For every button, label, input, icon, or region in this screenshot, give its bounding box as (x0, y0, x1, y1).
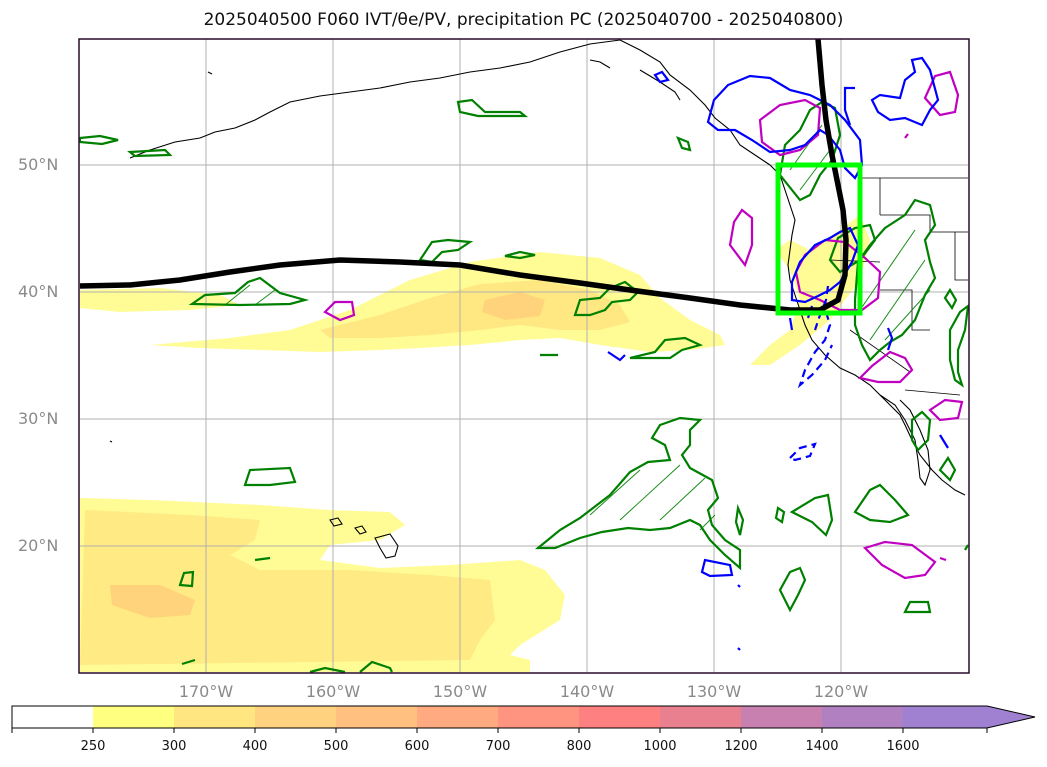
lat-label-20n: 20°N (18, 536, 59, 555)
graticule (80, 39, 968, 672)
colorbar-tick: 300 (161, 739, 187, 754)
lat-label-40n: 40°N (18, 282, 59, 301)
colorbar-tick: 400 (242, 739, 268, 754)
ivt-fill-south-inner (80, 510, 495, 665)
lon-label-150w: 150°W (432, 682, 488, 701)
ivt-fill-west (80, 288, 240, 312)
precip-positive-contours (78, 98, 970, 674)
colorbar-tick: 1000 (643, 739, 677, 754)
map-title: 2025040500 F060 IVT/θe/PV, precipitation… (203, 10, 844, 30)
lon-label-120w: 120°W (813, 682, 869, 701)
colorbar-tick: 700 (485, 739, 511, 754)
colorbar-tick: 500 (323, 739, 349, 754)
ivt-fill-central-core (482, 292, 545, 320)
lon-label-140w: 140°W (559, 682, 615, 701)
ivt-shading (80, 215, 870, 672)
colorbar-tick: 1600 (886, 739, 920, 754)
region-box (775, 162, 863, 316)
colorbar-tick: 250 (80, 739, 106, 754)
colorbar-tick: 1200 (724, 739, 758, 754)
colorbar (11, 705, 1036, 733)
lon-label-170w: 170°W (178, 682, 234, 701)
ivt-fill-coast (750, 215, 870, 365)
lat-label-50n: 50°N (18, 155, 59, 174)
colorbar-tick: 600 (404, 739, 430, 754)
colorbar-tick: 1400 (805, 739, 839, 754)
lat-label-30n: 30°N (18, 409, 59, 428)
ivt-fill-central-inner (320, 280, 630, 338)
pv-contours (607, 56, 949, 651)
map-frame (78, 38, 970, 674)
colorbar-tick: 800 (566, 739, 592, 754)
lon-label-160w: 160°W (305, 682, 361, 701)
ivt-fill-south-core (110, 585, 195, 618)
precip-negative-contours (323, 70, 964, 580)
lon-label-130w: 130°W (686, 682, 742, 701)
theta-e-contour (79, 38, 849, 313)
